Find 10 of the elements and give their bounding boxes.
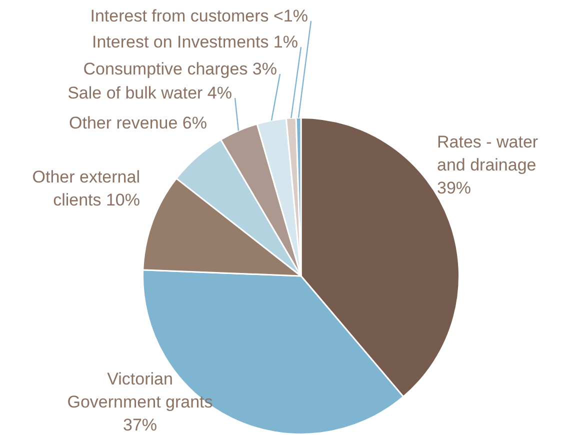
slice-label: Interest on Investments 1% [92, 32, 298, 52]
slice-label: Sale of bulk water 4% [68, 84, 232, 103]
data-label: 37% [122, 416, 158, 435]
slice-label: Other revenue 6% [69, 114, 207, 133]
slice-label: Victorian Government grants [67, 370, 213, 412]
slice-label: Consumptive charges 3% [83, 60, 277, 79]
slice-label: Other external clients 10% [32, 168, 140, 210]
slice-label: Rates - water and drainage [437, 132, 538, 175]
slice-label: Interest from customers <1% [90, 6, 308, 26]
data-label: 39% [437, 178, 472, 198]
